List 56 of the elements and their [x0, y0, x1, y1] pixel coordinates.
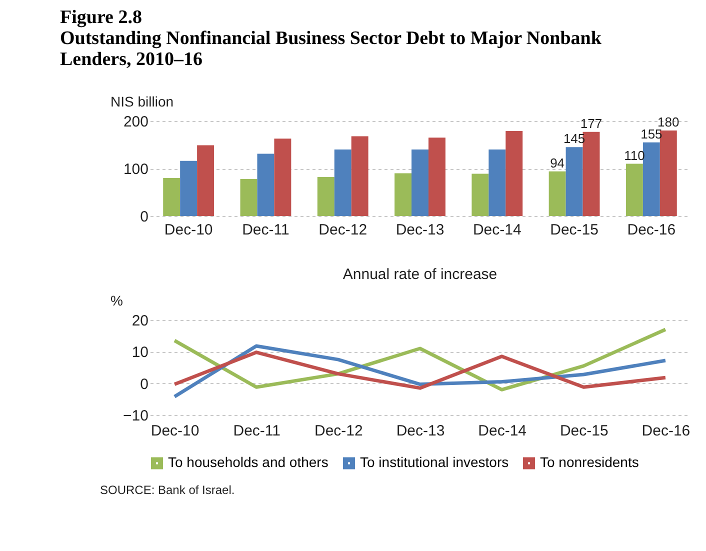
- x-tick-label: Dec-10: [150, 422, 200, 440]
- x-tick-label: Dec-11: [233, 422, 280, 440]
- bar: [334, 150, 352, 216]
- source-note: SOURCE: Bank of Israel.: [100, 483, 235, 497]
- y-axis-title: %: [110, 292, 123, 308]
- data-label: 177: [580, 116, 602, 131]
- bar: [240, 178, 258, 216]
- bar: [274, 138, 292, 216]
- data-label: 180: [658, 114, 680, 130]
- line-series: [172, 350, 668, 390]
- legend-label: To institutional investors: [360, 454, 509, 470]
- y-tick-label: 0: [140, 376, 148, 393]
- bar: [626, 164, 643, 216]
- x-tick-label: Dec-15: [550, 222, 598, 238]
- bar: [257, 154, 274, 216]
- bar: [351, 136, 368, 216]
- data-label: 94: [550, 155, 565, 170]
- legend-label: To households and others: [168, 454, 328, 470]
- bar: [642, 142, 660, 216]
- bar: [582, 132, 600, 216]
- x-tick-label: Dec-13: [396, 422, 445, 440]
- x-tick-label: Dec-12: [318, 222, 368, 238]
- y-axis-title: NIS billion: [110, 94, 174, 110]
- x-tick-label: Dec-11: [242, 222, 290, 238]
- x-tick-label: Dec-16: [642, 422, 690, 440]
- text: Figure 2.8: [60, 7, 142, 28]
- bar: [412, 150, 428, 216]
- text: Outstanding Nonfinancial Business Sector Debt to Major Nonbank: [60, 28, 602, 49]
- bar: [548, 171, 566, 216]
- x-tick-label: Dec-12: [314, 422, 363, 440]
- x-tick-label: Dec-14: [472, 222, 522, 238]
- bar: [163, 178, 180, 216]
- line-series: [172, 344, 668, 398]
- y-tick-label: 0: [140, 208, 148, 226]
- legend-label: To nonresidents: [540, 454, 639, 470]
- bar: [488, 150, 506, 216]
- y-tick-label: 20: [132, 312, 148, 330]
- x-tick-label: Dec-16: [627, 222, 676, 238]
- x-tick-label: Dec-14: [478, 422, 526, 440]
- bar: [506, 130, 523, 216]
- y-tick-label: −10: [123, 408, 148, 424]
- bar: [180, 160, 198, 216]
- y-tick-label: 10: [132, 344, 148, 362]
- bar: [428, 138, 446, 216]
- bar: [197, 145, 214, 216]
- x-tick-label: Dec-15: [560, 422, 608, 440]
- chart-title: Annual rate of increase: [342, 266, 498, 283]
- bar: [317, 177, 334, 216]
- bar: [394, 173, 412, 216]
- bar: [566, 147, 583, 216]
- bar: [472, 174, 489, 216]
- text: Lenders, 2010–16: [60, 49, 202, 70]
- y-tick-label: 200: [123, 114, 148, 130]
- y-tick-label: 100: [123, 161, 148, 178]
- x-tick-label: Dec-13: [396, 222, 444, 238]
- x-tick-label: Dec-10: [164, 222, 213, 238]
